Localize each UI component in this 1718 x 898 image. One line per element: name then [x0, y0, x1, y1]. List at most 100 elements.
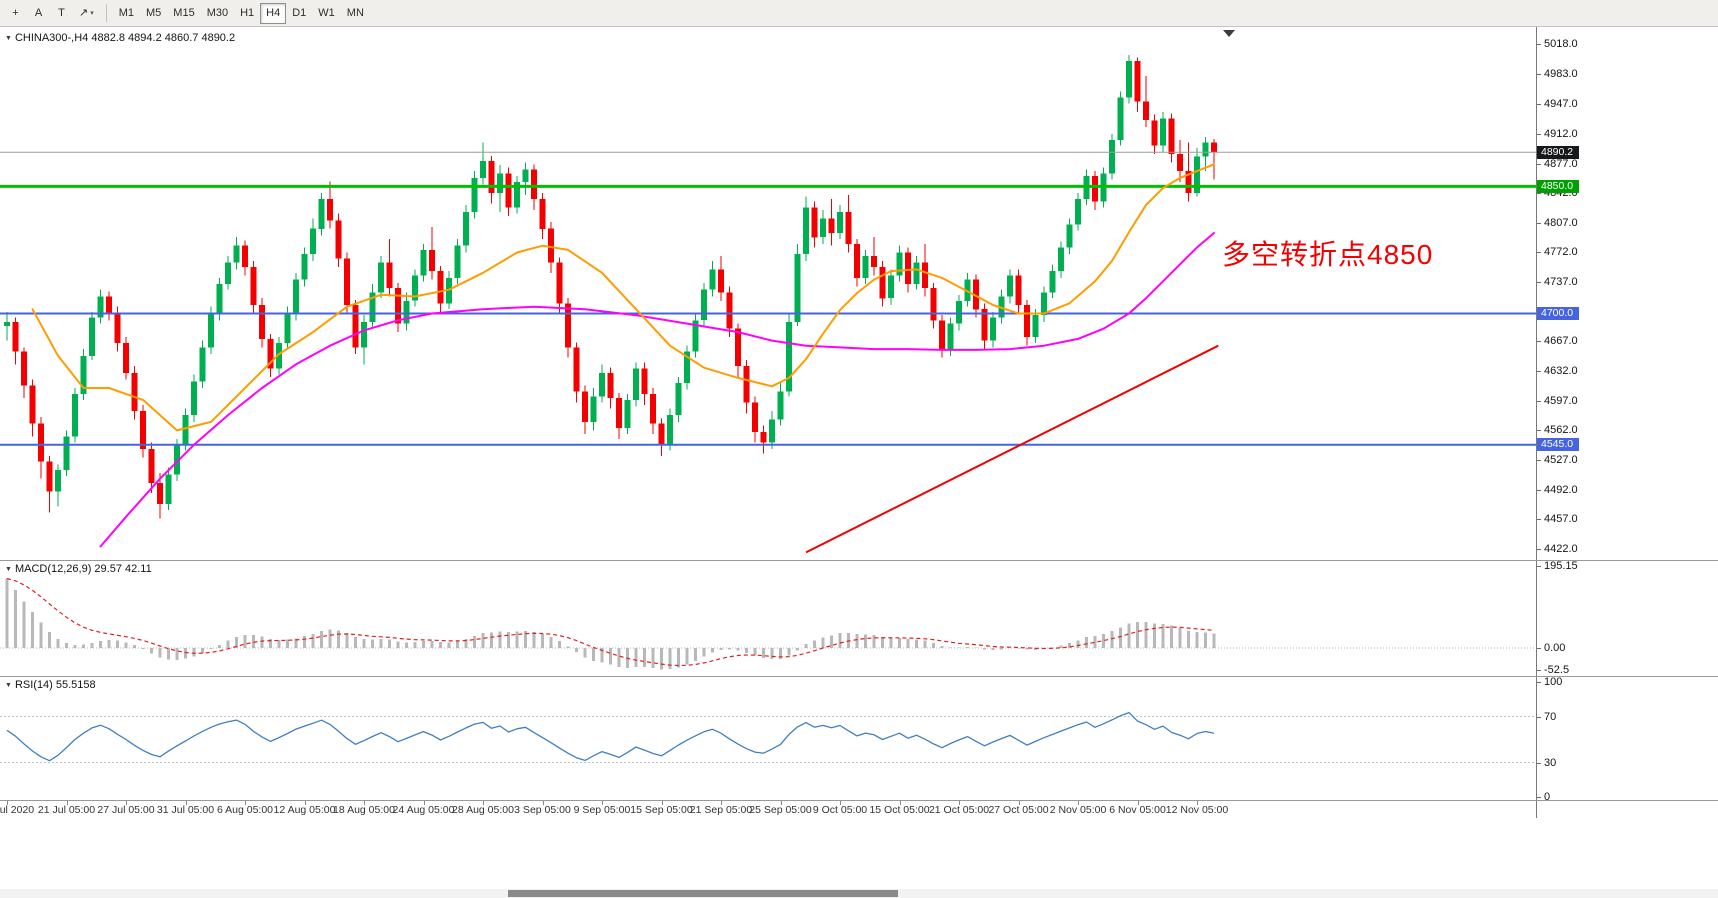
price-scale[interactable]: 5018.0 4983.0 4947.0 4912.0 4877.0 4842.0 4807…	[1536, 27, 1718, 818]
time-axis-label: 9 Oct 05:00	[812, 804, 868, 816]
time-axis-tick	[483, 801, 484, 805]
price-tick-label: 4562.0	[1544, 424, 1578, 437]
chart-shift-marker-icon[interactable]	[1223, 30, 1235, 37]
timeframe-m1-button[interactable]: M1	[113, 3, 140, 24]
price-tick-label: 4807.0	[1544, 216, 1578, 229]
collapse-icon[interactable]: ▼	[5, 682, 12, 689]
price-tick-label: 4912.0	[1544, 127, 1578, 140]
time-axis-label: 15 Oct 05:00	[869, 804, 930, 816]
price-tick-mark	[1537, 341, 1541, 343]
price-tick-mark	[1537, 252, 1541, 254]
price-badge-4850.0: 4850.0	[1537, 179, 1579, 193]
symbol-ohlc-readout: CHINA300-,H4 4882.8 4894.2 4860.7 4890.2	[14, 32, 236, 44]
price-tick-label: 4737.0	[1544, 276, 1578, 289]
time-axis-label: 31 Jul 05:00	[156, 804, 215, 816]
toolbar-separator	[105, 4, 107, 22]
rsi-scale-label: 70	[1544, 710, 1557, 723]
time-axis-label: 9 Sep 05:00	[573, 804, 631, 816]
timeframe-d1-button[interactable]: D1	[286, 3, 312, 24]
rsi-panel-canvas[interactable]	[0, 677, 1536, 800]
draw-arrow-button[interactable]: ↗ ▾	[73, 2, 100, 23]
timeframe-h1-button[interactable]: H1	[234, 3, 260, 24]
ma-fast-line	[31, 163, 1215, 432]
ma-slow-line	[99, 232, 1215, 548]
time-axis-label: 21 Sep 05:00	[689, 804, 753, 816]
time-axis-tick	[1018, 801, 1020, 805]
timeframe-m15-button[interactable]: M15	[167, 3, 200, 24]
price-badge-4700.0: 4700.0	[1537, 306, 1579, 320]
rsi-line	[6, 711, 1215, 762]
price-tick-label: 4877.0	[1544, 157, 1578, 170]
time-axis-tick	[66, 801, 68, 805]
time-axis-label: 27 Jul 05:00	[97, 804, 155, 816]
time-axis-label: 21 Jul 05:00	[37, 804, 96, 816]
price-tick-mark	[1537, 549, 1541, 551]
time-axis-label: 24 Aug 05:00	[392, 804, 455, 816]
price-tick-label: 4947.0	[1544, 98, 1578, 111]
time-axis-tick	[126, 801, 127, 805]
time-axis-label: 6 Nov 05:00	[1109, 804, 1166, 816]
price-chart-canvas[interactable]	[0, 27, 1536, 560]
timeframe-buttons-group: M1 M5 M15 M30 H1 H4 D1 W1 MN	[113, 2, 370, 24]
panel-separator[interactable]	[0, 800, 1718, 801]
crosshair-button[interactable]: +	[4, 3, 27, 24]
horizontal-scrollbar[interactable]	[0, 889, 1718, 898]
trendline[interactable]	[805, 344, 1219, 554]
price-tick-label: 4457.0	[1544, 513, 1578, 526]
macd-histogram	[5, 578, 1216, 670]
price-tick-mark	[1537, 193, 1541, 195]
rsi-scale-tick	[1537, 682, 1541, 683]
price-tick-mark	[1537, 460, 1541, 462]
price-tick-label: 4983.0	[1544, 67, 1578, 80]
time-axis-label: 12 Nov 05:00	[1165, 804, 1229, 816]
price-tick-mark	[1537, 73, 1541, 75]
time-axis-tick	[364, 801, 365, 805]
time-axis-tick	[185, 801, 187, 805]
macd-scale-label: 195.15	[1544, 559, 1578, 572]
chart-header: ▼ CHINA300-,H4 4882.8 4894.2 4860.7 4890.…	[5, 32, 235, 44]
price-tick-mark	[1537, 44, 1541, 46]
time-axis-tick	[602, 801, 603, 805]
time-axis-tick	[304, 801, 306, 805]
macd-scale-tick	[1537, 648, 1541, 649]
timeframe-m30-button[interactable]: M30	[201, 3, 234, 24]
panel-separator[interactable]	[0, 676, 1718, 677]
timeframe-h4-button[interactable]: H4	[260, 2, 287, 24]
macd-readout: MACD(12,26,9) 29.57 42.11	[14, 563, 152, 575]
price-tick-mark	[1537, 282, 1541, 284]
macd-label: ▼ MACD(12,26,9) 29.57 42.11	[5, 563, 152, 575]
price-badge-4545.0: 4545.0	[1537, 438, 1579, 452]
macd-signal-line	[6, 577, 1215, 667]
rsi-scale-tick	[1537, 716, 1541, 718]
price-tick-label: 5018.0	[1544, 38, 1578, 51]
text-annotation-button[interactable]: A	[27, 3, 50, 24]
rsi-scale-label: 30	[1544, 756, 1557, 769]
collapse-icon[interactable]: ▼	[5, 566, 12, 573]
time-axis-label: 25 Sep 05:00	[749, 804, 812, 816]
time-axis-tick	[1137, 801, 1139, 805]
text-box-button[interactable]: T	[50, 3, 73, 24]
scrollbar-thumb[interactable]	[508, 890, 898, 897]
time-axis-tick	[1078, 801, 1079, 805]
macd-panel-canvas[interactable]	[0, 561, 1536, 676]
time-axis-tick	[245, 801, 246, 805]
time-axis-label: 12 Aug 05:00	[273, 804, 336, 816]
price-tick-label: 4667.0	[1544, 335, 1578, 348]
macd-scale-tick	[1537, 565, 1541, 567]
collapse-icon[interactable]: ▼	[5, 35, 12, 42]
time-axis-label: 18 Aug 05:00	[333, 804, 395, 816]
price-tick-label: 4772.0	[1544, 246, 1578, 259]
timeframe-mn-button[interactable]: MN	[341, 3, 370, 24]
time-axis-tick	[959, 801, 960, 805]
price-tick-mark	[1537, 133, 1541, 135]
panel-separator[interactable]	[0, 560, 1718, 561]
toolbar: + A T ↗ ▾ M1 M5 M15 M30 H1 H4 D1 W1 MN	[0, 0, 1718, 27]
price-tick-label: 4527.0	[1544, 454, 1578, 467]
rsi-label: ▼ RSI(14) 55.5158	[5, 679, 96, 691]
price-tick-mark	[1537, 489, 1541, 491]
time-axis-tick	[1197, 801, 1198, 805]
timeframe-w1-button[interactable]: W1	[312, 3, 341, 24]
timeframe-m5-button[interactable]: M5	[140, 3, 167, 24]
